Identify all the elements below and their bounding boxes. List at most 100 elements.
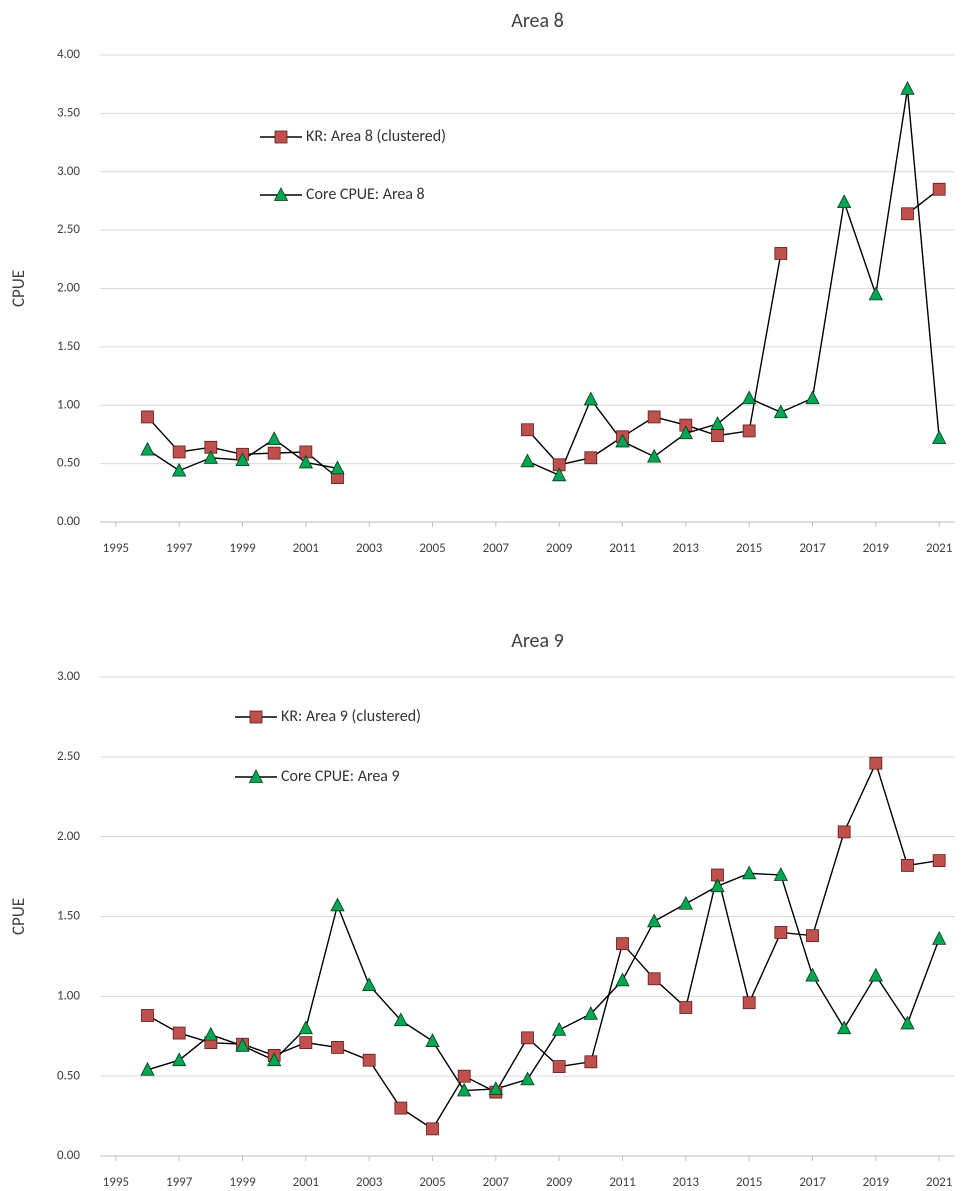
marker <box>330 460 345 475</box>
y-tick-label: 0.00 <box>57 1148 80 1163</box>
marker <box>521 423 534 437</box>
series-line <box>147 761 940 1130</box>
marker <box>203 1026 218 1041</box>
x-tick-label: 2003 <box>356 541 383 556</box>
chart: Area 8 CPUE 0.00 0.50 1.00 1.50 2.00 2.50 3.00 3.… <box>8 9 955 556</box>
x-tick-label: 2011 <box>609 1175 635 1190</box>
marker <box>457 1069 471 1083</box>
x-tick-label: 2017 <box>799 1175 826 1190</box>
marker <box>647 972 661 986</box>
marker <box>837 1020 852 1035</box>
x-tick-label: 2003 <box>356 1175 383 1190</box>
marker <box>141 410 154 424</box>
marker <box>140 1061 155 1076</box>
legend-label: KR: Area 9 (clustered) <box>281 707 421 726</box>
x-tick-label: 2015 <box>736 1175 762 1190</box>
y-tick-label: 0.50 <box>57 456 80 471</box>
marker <box>583 1006 598 1020</box>
y-tick-label: 3.50 <box>57 105 80 120</box>
marker <box>362 977 377 992</box>
marker <box>774 247 788 260</box>
marker <box>172 445 186 459</box>
marker <box>901 207 914 221</box>
marker <box>837 194 852 209</box>
marker <box>172 1026 186 1040</box>
x-tick-label: 2009 <box>546 541 573 556</box>
marker <box>457 1082 472 1097</box>
marker <box>488 1081 503 1095</box>
marker <box>584 1055 598 1069</box>
marker <box>647 410 661 424</box>
x-tick-label: 2017 <box>799 541 826 556</box>
marker <box>521 1031 534 1045</box>
marker <box>140 441 155 456</box>
y-tick-label: 3.00 <box>57 164 80 179</box>
marker <box>331 1041 344 1054</box>
marker <box>298 454 313 469</box>
marker <box>900 1015 915 1030</box>
chart-title: Area 9 <box>511 629 563 653</box>
series-line <box>146 188 940 479</box>
marker <box>711 429 724 443</box>
x-tick-label: 1999 <box>229 541 256 556</box>
x-tick-label: 2019 <box>863 541 890 556</box>
marker <box>267 1052 282 1067</box>
marker <box>203 449 218 464</box>
y-tick-label: 1.50 <box>57 909 80 924</box>
marker <box>900 80 915 95</box>
marker <box>837 825 851 839</box>
x-tick-label: 2001 <box>293 1175 319 1190</box>
x-tick-label: 2007 <box>483 1175 510 1190</box>
y-tick-label: 0.00 <box>57 514 80 529</box>
y-axis-label: CPUE <box>8 270 29 307</box>
x-tick-label: 2021 <box>926 1175 952 1190</box>
marker <box>172 1052 187 1067</box>
marker <box>616 937 629 951</box>
marker <box>932 182 946 196</box>
marker <box>869 756 883 770</box>
marker <box>901 859 914 872</box>
x-tick-label: 1995 <box>103 1175 129 1190</box>
x-tick-label: 1999 <box>229 1175 256 1190</box>
chart-title: Area 8 <box>511 9 563 33</box>
marker <box>267 446 281 460</box>
marker <box>141 1009 154 1022</box>
series-line <box>147 872 940 1092</box>
y-tick-label: 4.00 <box>57 47 80 62</box>
marker <box>425 1033 440 1047</box>
y-tick-label: 0.50 <box>57 1068 80 1083</box>
x-tick-label: 2015 <box>736 541 762 556</box>
y-tick-label: 2.00 <box>57 829 80 844</box>
marker <box>267 431 282 446</box>
marker <box>868 967 883 982</box>
legend-marker <box>249 710 263 724</box>
x-tick-label: 2021 <box>926 541 952 556</box>
marker <box>394 1101 408 1115</box>
marker <box>552 1060 566 1073</box>
marker <box>520 1071 535 1086</box>
marker <box>678 895 693 910</box>
marker <box>932 930 947 945</box>
marker <box>426 1122 439 1136</box>
series-line <box>147 88 940 477</box>
y-tick-label: 3.00 <box>57 669 80 684</box>
x-tick-label: 2001 <box>293 541 319 556</box>
x-tick-label: 1995 <box>103 541 129 556</box>
legend-marker <box>248 769 264 783</box>
marker <box>520 453 535 468</box>
marker <box>805 967 820 982</box>
y-tick-label: 1.00 <box>57 988 80 1003</box>
marker <box>742 424 756 438</box>
marker <box>679 1001 693 1014</box>
marker <box>362 1053 376 1067</box>
y-tick-label: 1.00 <box>57 397 80 412</box>
marker <box>299 1036 313 1050</box>
marker <box>172 462 187 477</box>
marker <box>235 1037 250 1052</box>
marker <box>868 286 883 301</box>
legend-marker <box>274 130 288 144</box>
y-tick-label: 2.00 <box>57 281 80 296</box>
x-tick-label: 2013 <box>673 541 700 556</box>
x-tick-label: 2005 <box>419 541 445 556</box>
marker <box>298 1020 313 1035</box>
